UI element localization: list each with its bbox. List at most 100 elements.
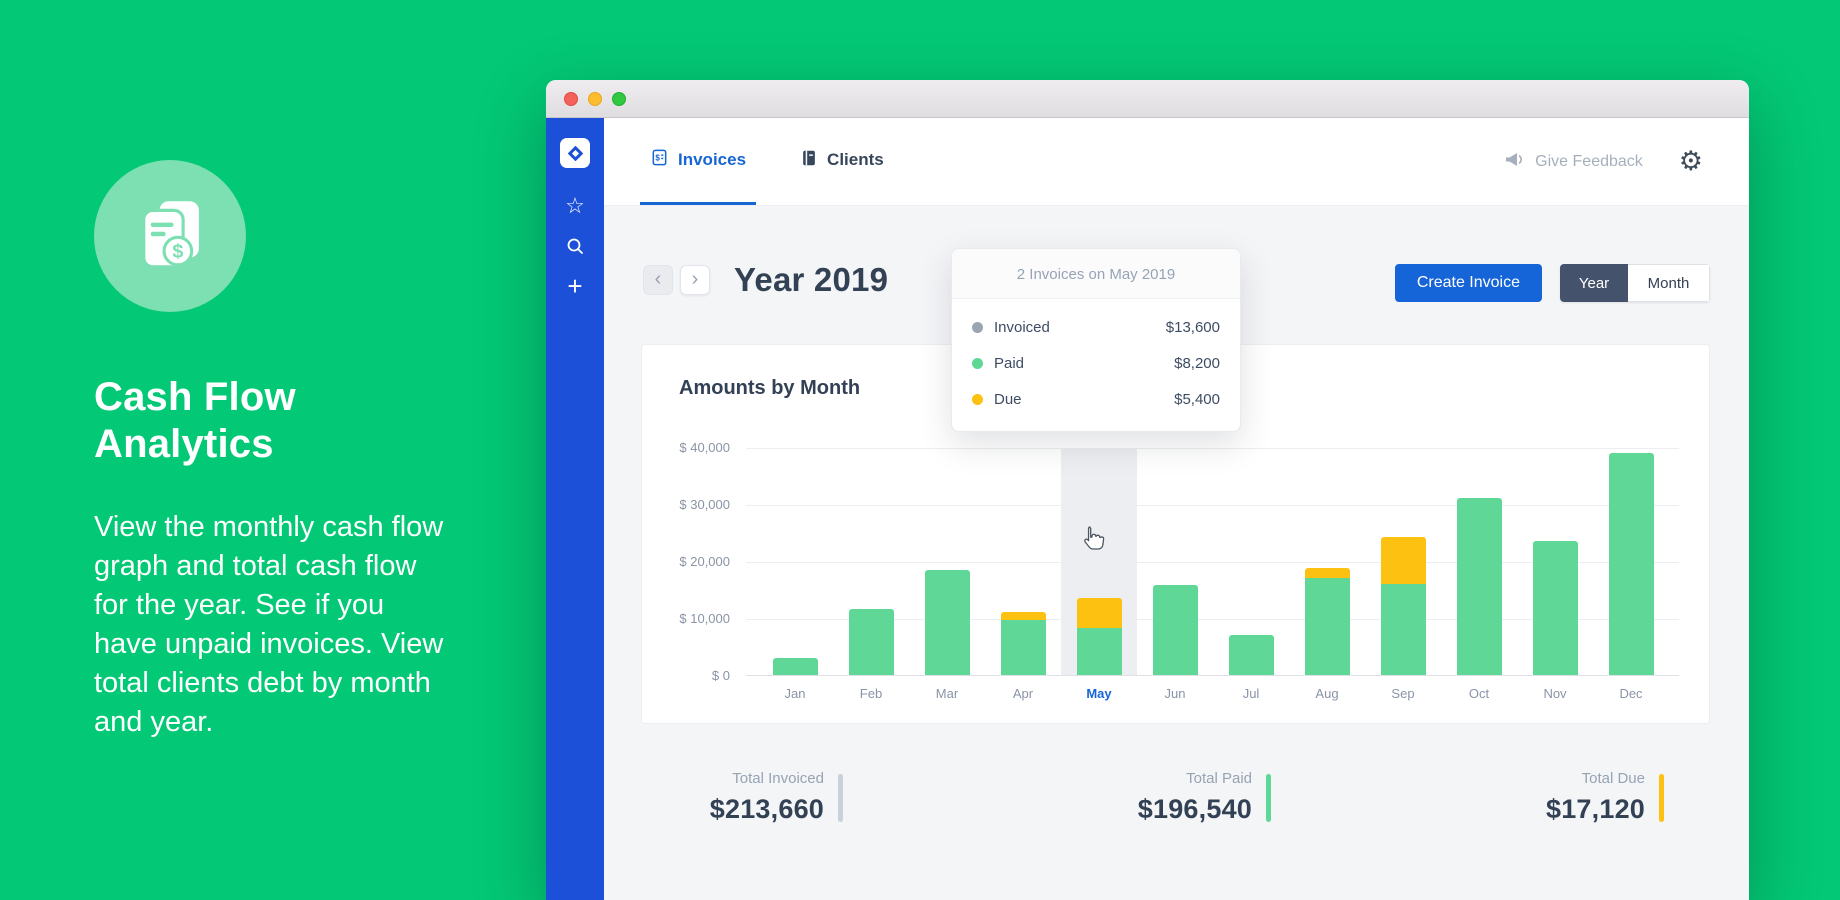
toggle-year[interactable]: Year <box>1560 264 1628 302</box>
app-logo-icon[interactable] <box>560 138 590 168</box>
search-icon[interactable] <box>565 234 585 258</box>
month-label-oct: Oct <box>1468 686 1490 701</box>
month-label-feb: Feb <box>859 686 883 701</box>
svg-text:$: $ <box>172 240 183 262</box>
create-invoice-button[interactable]: Create Invoice <box>1394 264 1542 302</box>
period-header: ‹ › Year 2019 <box>643 261 888 299</box>
zoom-window-button[interactable] <box>612 91 626 106</box>
feature-description: View the monthly cash flow graph and tot… <box>94 511 444 738</box>
star-icon[interactable]: ☆ <box>565 193 585 218</box>
chart-y-axis: $ 0 $ 10,000 $ 20,000 $ 30,000 $ 40,000 <box>642 440 730 683</box>
bar-jun[interactable] <box>1152 584 1198 675</box>
tooltip-row-label: Due <box>994 390 1022 408</box>
tab-clients[interactable]: Clients <box>790 118 894 205</box>
stat-text: Total Due $17,120 <box>1546 770 1645 825</box>
app-window: ☆ + $ <box>546 80 1749 900</box>
gear-icon[interactable]: ⚙ <box>1678 146 1703 176</box>
month-label-mar: Mar <box>935 686 959 701</box>
stat-label: Total Paid <box>1186 770 1252 787</box>
app-logo-circle: $ <box>94 160 246 312</box>
window-titlebar <box>546 80 1749 118</box>
tooltip-row: Invoiced $13,600 <box>972 309 1220 345</box>
invoice-document-icon: $ <box>128 192 212 281</box>
bar-nov[interactable] <box>1532 541 1578 675</box>
gridline <box>746 505 1679 506</box>
chart-month-labels: Jan Feb Mar Apr May Jun Jul Aug Sep Oct Nov Dec <box>746 686 1679 706</box>
bar-sep[interactable] <box>1380 536 1426 675</box>
invoice-icon: $ <box>650 148 669 172</box>
stat-color-bar <box>1266 773 1271 822</box>
y-tick-label: $ 0 <box>711 668 730 683</box>
month-label-jul: Jul <box>1242 686 1260 701</box>
tooltip-title: 2 Invoices on May 2019 <box>952 249 1240 299</box>
bar-mar[interactable] <box>924 569 970 675</box>
bar-segment-paid <box>1152 584 1198 675</box>
bar-oct[interactable] <box>1456 498 1502 675</box>
bar-segment-paid <box>1380 584 1426 675</box>
stat-color-bar <box>838 773 843 822</box>
chart-plot <box>746 448 1679 676</box>
chart-tooltip: 2 Invoices on May 2019 Invoiced $13,600 Pa… <box>951 248 1241 432</box>
bar-apr[interactable] <box>1000 611 1046 675</box>
tab-invoices-label: Invoices <box>678 150 747 169</box>
month-label-jan: Jan <box>784 686 806 701</box>
stat-value: $17,120 <box>1546 794 1645 824</box>
megaphone-icon <box>1504 151 1526 173</box>
bar-segment-paid <box>1076 628 1122 675</box>
stat-value: $213,660 <box>709 794 824 824</box>
bar-segment-paid <box>1456 498 1502 675</box>
period-toggle: Year Month <box>1560 264 1710 302</box>
month-label-jun: Jun <box>1164 686 1186 701</box>
feature-title: Cash Flow Analytics <box>94 375 296 467</box>
previous-period-button[interactable]: ‹ <box>643 265 673 295</box>
tab-invoices[interactable]: $ Invoices <box>640 118 757 205</box>
tooltip-row: Paid $8,200 <box>972 345 1220 381</box>
bar-segment-paid <box>1608 453 1654 675</box>
bar-dec[interactable] <box>1608 453 1654 675</box>
bar-jul[interactable] <box>1228 635 1274 675</box>
stat-text: Total Invoiced $213,660 <box>710 770 824 825</box>
stat-color-bar <box>1659 773 1664 822</box>
legend-dot <box>972 393 983 405</box>
stat-label: Total Invoiced <box>732 770 824 787</box>
bar-segment-due <box>1076 597 1122 629</box>
next-period-button[interactable]: › <box>680 265 710 295</box>
bar-jan[interactable] <box>772 657 818 675</box>
bar-may[interactable] <box>1076 597 1122 675</box>
y-tick-label: $ 40,000 <box>679 440 730 455</box>
gridline <box>746 619 1679 620</box>
bar-segment-paid <box>1304 578 1350 675</box>
chart-title: Amounts by Month <box>679 377 861 399</box>
bar-segment-due <box>1380 536 1426 585</box>
toggle-month[interactable]: Month <box>1628 264 1710 302</box>
stat-total-paid: Total Paid $196,540 <box>1138 770 1271 825</box>
window-body: ☆ + $ <box>546 118 1749 900</box>
give-feedback-button[interactable]: Give Feedback <box>1504 151 1643 173</box>
diamond-icon <box>567 145 583 161</box>
bar-segment-paid <box>848 609 894 675</box>
month-label-sep: Sep <box>1391 686 1415 701</box>
minimize-window-button[interactable] <box>588 91 602 106</box>
svg-text:$: $ <box>655 153 660 162</box>
bar-feb[interactable] <box>848 609 894 675</box>
bar-segment-due <box>1000 611 1046 620</box>
main-area: $ Invoices Clie <box>604 118 1749 900</box>
y-tick-label: $ 30,000 <box>679 497 730 512</box>
month-label-aug: Aug <box>1315 686 1339 701</box>
bar-aug[interactable] <box>1304 568 1350 675</box>
close-window-button[interactable] <box>564 91 578 106</box>
clients-book-icon <box>800 149 818 172</box>
stat-label: Total Due <box>1581 770 1645 787</box>
bar-segment-paid <box>1000 619 1046 675</box>
bar-segment-paid <box>1532 541 1578 675</box>
month-label-dec: Dec <box>1619 686 1643 701</box>
bar-segment-paid <box>1228 635 1274 675</box>
gridline <box>746 448 1679 449</box>
legend-dot <box>972 357 983 369</box>
tooltip-row-value: $5,400 <box>1174 390 1220 408</box>
stat-value: $196,540 <box>1137 794 1252 824</box>
tooltip-row-label: Invoiced <box>994 318 1050 336</box>
y-tick-label: $ 10,000 <box>679 611 730 626</box>
plus-icon[interactable]: + <box>567 271 583 301</box>
